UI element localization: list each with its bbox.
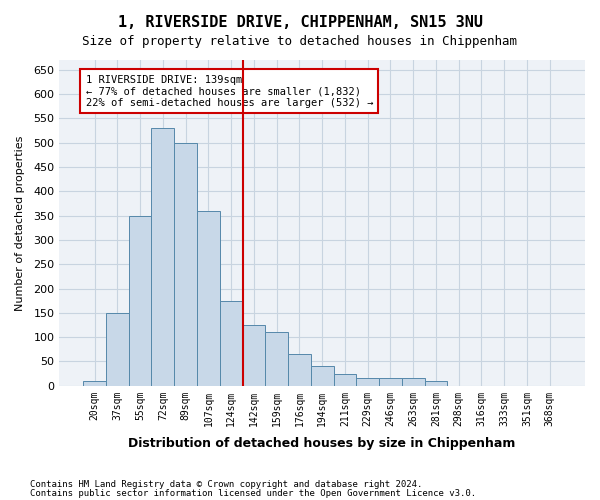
Y-axis label: Number of detached properties: Number of detached properties (15, 135, 25, 310)
Bar (379, 378, 402, 386)
Bar (288, 354, 311, 386)
Text: Contains HM Land Registry data © Crown copyright and database right 2024.: Contains HM Land Registry data © Crown c… (30, 480, 422, 489)
Bar (83, 381, 106, 386)
Text: 1 RIVERSIDE DRIVE: 139sqm
← 77% of detached houses are smaller (1,832)
22% of se: 1 RIVERSIDE DRIVE: 139sqm ← 77% of detac… (86, 74, 373, 108)
Bar (311, 366, 334, 386)
X-axis label: Distribution of detached houses by size in Chippenham: Distribution of detached houses by size … (128, 437, 516, 450)
Bar (129, 216, 151, 386)
Bar (174, 142, 197, 386)
Bar (356, 378, 379, 386)
Text: 1, RIVERSIDE DRIVE, CHIPPENHAM, SN15 3NU: 1, RIVERSIDE DRIVE, CHIPPENHAM, SN15 3NU (118, 15, 482, 30)
Bar (220, 300, 242, 386)
Bar (402, 378, 425, 386)
Text: Contains public sector information licensed under the Open Government Licence v3: Contains public sector information licen… (30, 488, 476, 498)
Bar (242, 325, 265, 386)
Bar (197, 210, 220, 386)
Bar (151, 128, 174, 386)
Bar (425, 381, 448, 386)
Text: Size of property relative to detached houses in Chippenham: Size of property relative to detached ho… (83, 35, 517, 48)
Bar (334, 374, 356, 386)
Bar (106, 313, 129, 386)
Bar (265, 332, 288, 386)
